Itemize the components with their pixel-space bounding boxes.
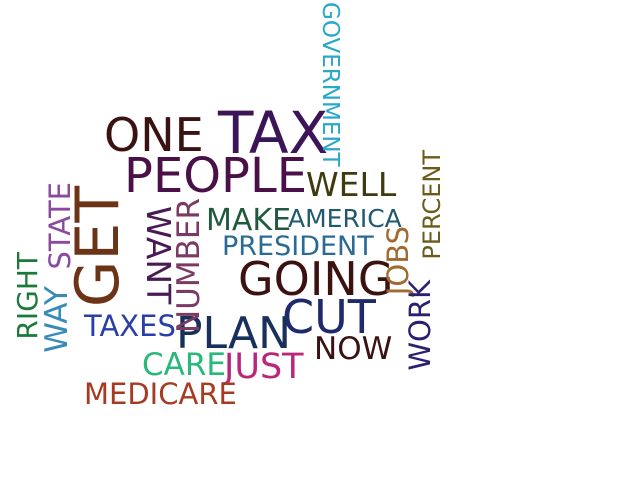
word-want: WANT: [139, 206, 178, 305]
word-get: GET: [63, 186, 133, 308]
word-percent: PERCENT: [418, 150, 446, 260]
word-right: RIGHT: [11, 252, 44, 340]
word-just: JUST: [224, 347, 304, 387]
word-cut: CUT: [282, 290, 376, 344]
word-work: WORK: [403, 280, 437, 371]
word-america: AMERICA: [288, 204, 402, 233]
word-tax: TAX: [218, 99, 329, 167]
word-going: GOING: [238, 252, 394, 306]
word-well: WELL: [306, 165, 397, 204]
word-president: PRESIDENT: [222, 231, 374, 262]
word-one: ONE: [104, 108, 204, 162]
word-plan: PLAN: [176, 308, 292, 359]
word-government: GOVERNMENT: [317, 2, 343, 167]
word-number: NUMBER: [171, 198, 207, 334]
word-taxes: TAXES: [84, 309, 176, 343]
word-people: PEOPLE: [124, 148, 308, 204]
word-make: MAKE: [206, 203, 292, 238]
word-state: STATE: [43, 182, 77, 270]
word-way: WAY: [39, 286, 75, 353]
word-medicare: MEDICARE: [84, 377, 237, 411]
word-care: CARE: [142, 347, 226, 383]
word-now: NOW: [314, 331, 393, 367]
